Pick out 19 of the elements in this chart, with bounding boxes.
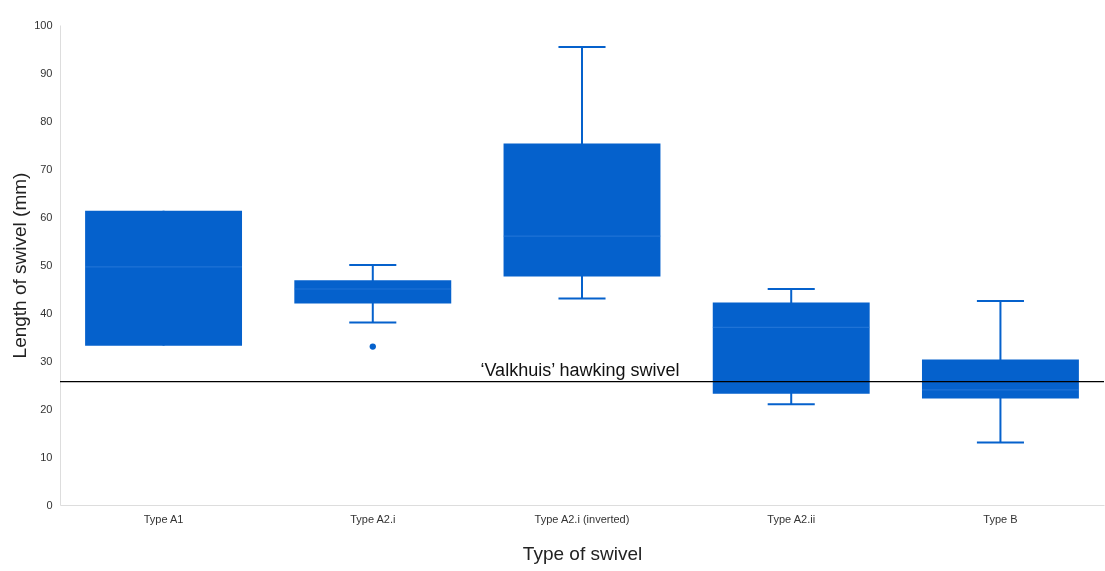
y-tick-label: 70 [40,162,53,175]
x-axis-title: Type of swivel [522,542,643,564]
ref-line-label: ‘Valkhuis’ hawking swivel [480,359,680,380]
x-tick-label: Type A2.i [350,512,396,525]
y-tick-label: 80 [40,114,53,127]
y-tick-label: 30 [40,354,53,367]
y-tick-label: 40 [40,306,53,319]
x-tick-label: Type A1 [143,512,184,525]
x-tick-label: Type A2.i (inverted) [534,512,630,525]
y-tick-label: 0 [46,498,53,511]
y-tick-label: 50 [40,258,53,271]
y-axis-title: Length of swivel (mm) [9,172,31,359]
y-tick-label: 20 [40,402,53,415]
y-tick-label: 60 [40,210,53,223]
y-tick-label: 90 [40,66,53,79]
x-tick-label: Type B [983,512,1018,525]
y-tick-label: 100 [34,18,53,31]
x-tick-label: Type A2.ii [767,512,816,525]
y-tick-label: 10 [40,450,53,463]
